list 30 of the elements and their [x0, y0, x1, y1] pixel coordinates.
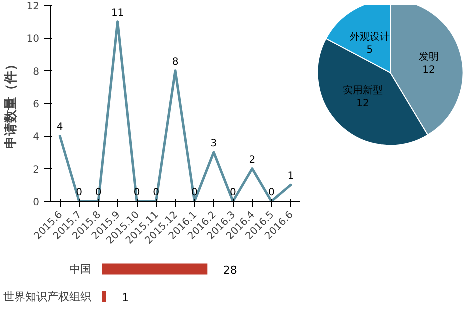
- data-label: 1: [288, 171, 294, 182]
- data-label: 3: [210, 138, 218, 150]
- data-label: 12: [422, 64, 436, 76]
- y-tick-label: 中国: [70, 262, 92, 276]
- data-label: 4: [56, 122, 64, 134]
- y-tick-label: 2: [33, 164, 40, 176]
- data-label: 0: [230, 188, 236, 198]
- data-label: 8: [172, 56, 179, 68]
- slice-label: 发明: [419, 52, 440, 63]
- data-label: 2: [249, 154, 256, 166]
- y-tick-label: 4: [33, 132, 40, 144]
- data-label: 0: [134, 188, 140, 198]
- y-tick-label: 6: [33, 100, 40, 110]
- y-tick-label: 8: [33, 66, 40, 78]
- y-tick-label: 12: [26, 2, 40, 12]
- y-tick-label: 10: [26, 34, 40, 46]
- y-tick-label: 0: [33, 198, 40, 208]
- data-label: 0: [95, 188, 102, 198]
- data-label: 11: [111, 8, 124, 19]
- data-label: 5: [366, 45, 374, 56]
- y-tick-label: 世界知识产权组织: [4, 290, 92, 304]
- data-label: 12: [356, 98, 370, 110]
- data-label: 0: [153, 188, 160, 198]
- data-label: 1: [122, 291, 130, 304]
- data-label: 0: [268, 188, 275, 198]
- y-axis-title: 申请数量（件）: [4, 58, 19, 149]
- slice-label: 外观设计: [350, 31, 390, 44]
- slice-label: 实用新型: [342, 84, 383, 96]
- line-series: [58, 20, 292, 202]
- data-label: 28: [223, 264, 238, 277]
